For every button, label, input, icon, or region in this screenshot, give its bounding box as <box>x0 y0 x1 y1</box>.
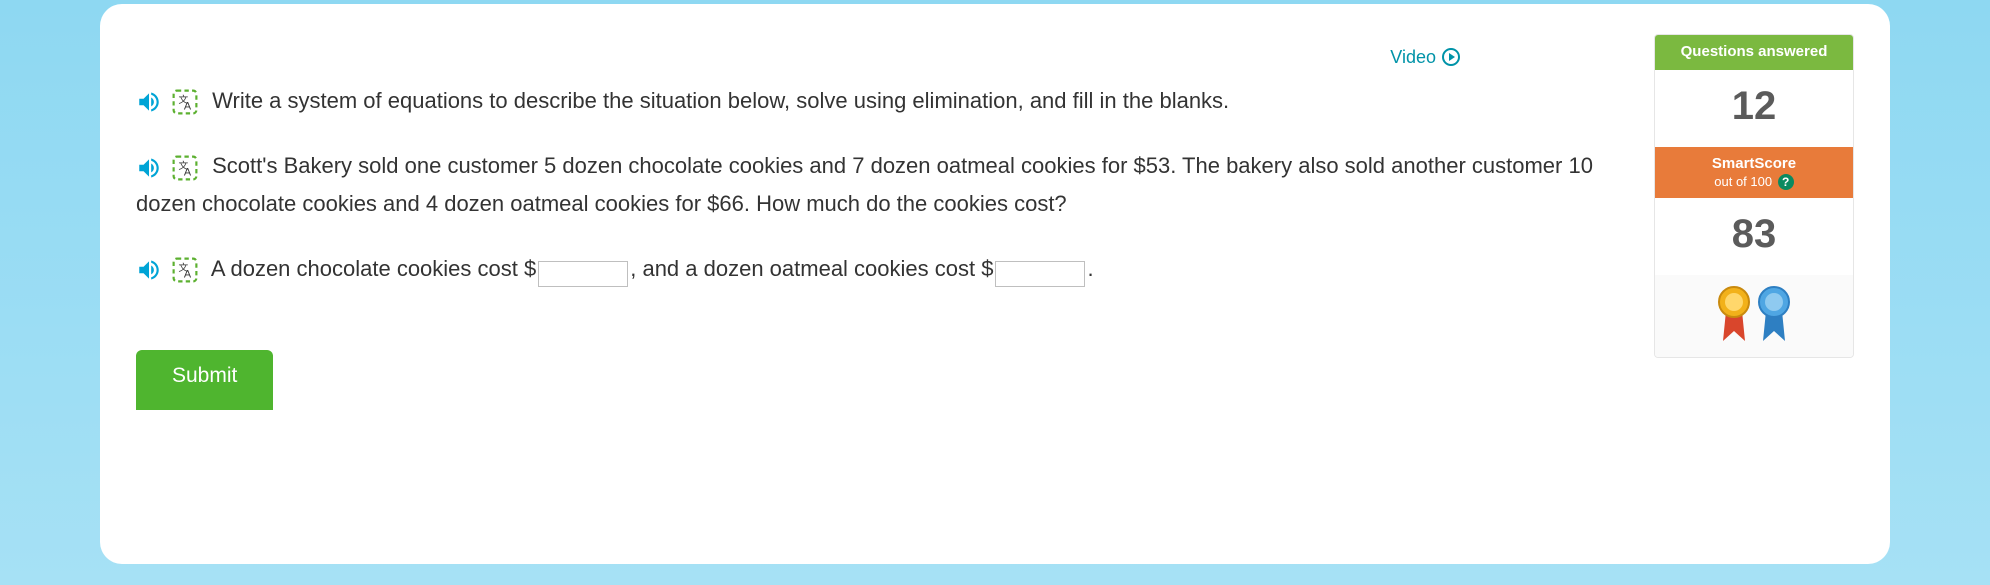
stats-box: Questions answered 12 SmartScore out of … <box>1654 34 1854 358</box>
submit-button[interactable]: Submit <box>136 350 273 410</box>
ribbon-gold-icon <box>1717 285 1751 343</box>
context-paragraph: 文A Scott's Bakery sold one customer 5 do… <box>136 147 1630 222</box>
chocolate-cost-input[interactable] <box>538 261 628 287</box>
award-ribbons <box>1655 275 1853 357</box>
paragraph-icons: 文A <box>136 89 198 115</box>
play-icon <box>1442 48 1460 66</box>
translate-icon[interactable]: 文A <box>172 89 198 115</box>
svg-text:A: A <box>184 269 192 281</box>
help-icon[interactable]: ? <box>1778 174 1794 190</box>
questions-answered-value: 12 <box>1655 70 1853 147</box>
smartscore-label: SmartScore <box>1712 155 1796 172</box>
smartscore-value: 83 <box>1655 198 1853 275</box>
smartscore-header: SmartScore out of 100 ? <box>1655 147 1853 198</box>
question-block: 文A Write a system of equations to descri… <box>136 82 1630 288</box>
question-area: Video 文A Write a system of equations to … <box>136 28 1654 524</box>
answer-text-2: , and a dozen oatmeal cookies cost $ <box>630 256 993 281</box>
svg-text:A: A <box>184 166 192 178</box>
video-label: Video <box>1390 42 1436 73</box>
practice-card: Video 文A Write a system of equations to … <box>100 4 1890 564</box>
svg-text:A: A <box>184 101 192 113</box>
context-text: Scott's Bakery sold one customer 5 dozen… <box>136 153 1593 215</box>
video-link[interactable]: Video <box>1390 42 1460 73</box>
speaker-icon[interactable] <box>136 89 162 115</box>
oatmeal-cost-input[interactable] <box>995 261 1085 287</box>
speaker-icon[interactable] <box>136 155 162 181</box>
answer-text-1: A dozen chocolate cookies cost $ <box>211 256 536 281</box>
ribbon-blue-icon <box>1757 285 1791 343</box>
questions-answered-header: Questions answered <box>1655 35 1853 70</box>
smartscore-sub: out of 100 <box>1714 174 1772 189</box>
paragraph-icons: 文A <box>136 155 198 181</box>
instruction-text: Write a system of equations to describe … <box>212 88 1229 113</box>
translate-icon[interactable]: 文A <box>172 257 198 283</box>
answer-paragraph: 文A A dozen chocolate cookies cost $ , and… <box>136 250 1630 287</box>
paragraph-icons: 文A <box>136 257 198 283</box>
answer-text-3: . <box>1087 256 1093 281</box>
questions-answered-label: Questions answered <box>1681 43 1828 60</box>
instruction-paragraph: 文A Write a system of equations to descri… <box>136 82 1630 119</box>
stats-sidebar: Questions answered 12 SmartScore out of … <box>1654 28 1854 524</box>
speaker-icon[interactable] <box>136 257 162 283</box>
translate-icon[interactable]: 文A <box>172 155 198 181</box>
